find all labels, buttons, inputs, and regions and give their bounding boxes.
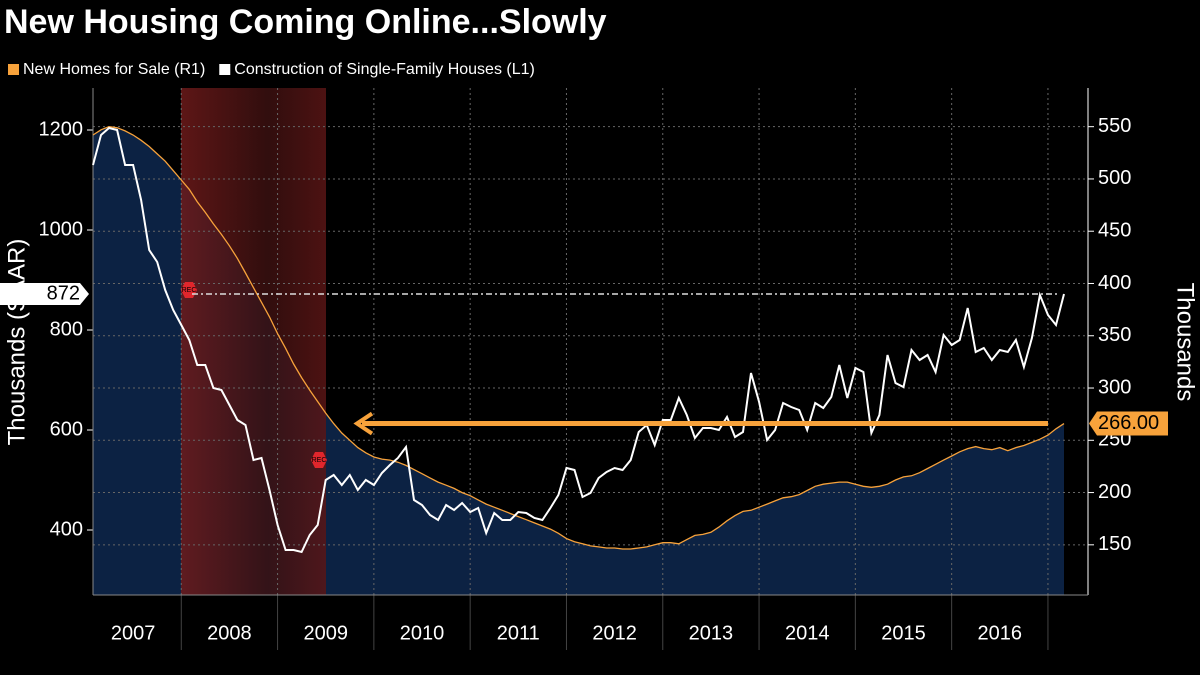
recession-label: REC (182, 287, 197, 294)
x-tick-label: 2015 (881, 622, 926, 644)
x-tick-label: 2012 (592, 622, 637, 644)
y-tick-label: 600 (50, 418, 83, 440)
legend-swatch (8, 64, 19, 75)
value-tag-label: 872 (47, 282, 80, 304)
line (92, 126, 1065, 550)
value-tag-label: 266.00 (1098, 412, 1159, 434)
recession-marker (311, 452, 327, 468)
legend-label: New Homes for Sale (R1) (23, 61, 205, 78)
y2-axis-label: Thousands (1172, 283, 1199, 402)
x-tick-label: 2016 (978, 622, 1023, 644)
legend-label: Construction of Single-Family Houses (L1… (234, 61, 535, 78)
x-tick-label: 2013 (689, 622, 734, 644)
x-tick-label: 2008 (207, 622, 252, 644)
y2-tick-label: 300 (1098, 376, 1131, 398)
x-tick-label: 2014 (785, 622, 830, 644)
y-axis-label: Thousands (SAAR) (3, 239, 30, 446)
arrow-head (353, 411, 374, 436)
y2-tick-label: 150 (1098, 533, 1131, 555)
value-tag (0, 283, 89, 305)
y2-tick-label: 500 (1098, 167, 1131, 189)
legend-swatch (219, 64, 231, 75)
y-tick-label: 400 (50, 518, 83, 540)
y-tick-label: 1000 (39, 218, 84, 240)
chart-title: New Housing Coming Online...Slowly (4, 3, 607, 41)
x-tick-label: 2009 (303, 622, 348, 644)
y2-tick-label: 450 (1098, 219, 1131, 241)
recession-label: REC (312, 457, 327, 464)
recession-shading (181, 88, 326, 595)
y2-tick-label: 200 (1098, 481, 1131, 503)
value-tag (1089, 411, 1168, 436)
x-tick-label: 2007 (111, 622, 156, 644)
y-tick-label: 1200 (39, 118, 84, 140)
x-tick-label: 2010 (400, 622, 445, 644)
y2-tick-label: 350 (1098, 324, 1131, 346)
line (92, 126, 1065, 554)
y2-tick-label: 550 (1098, 115, 1131, 137)
legend: New Homes for Sale (R1) Construction of S… (8, 61, 535, 78)
y-tick-label: 800 (50, 318, 83, 340)
x-tick-label: 2011 (497, 622, 540, 644)
y2-tick-label: 400 (1098, 272, 1131, 294)
plot (87, 88, 1094, 650)
